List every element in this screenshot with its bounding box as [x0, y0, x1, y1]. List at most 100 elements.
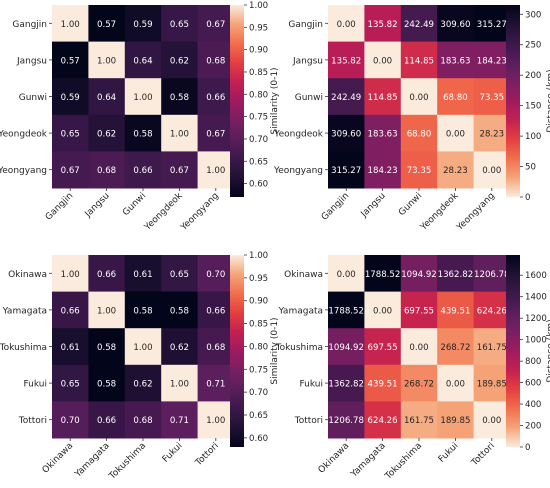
cell-value-label: 0.65	[170, 20, 189, 30]
heatmap-cell	[52, 5, 89, 43]
heatmap-cell	[52, 114, 89, 152]
heatmap-cell	[52, 78, 89, 116]
heatmap-cell	[88, 78, 126, 116]
cell-value-label: 28.23	[479, 130, 504, 140]
japan-similarity-heatmap: 1.00 0.66 0.61 0.65 0.70 0.66 1.00 0.58 0.58 0.66…	[0, 251, 280, 482]
cell-value-label: 1.00	[61, 270, 80, 280]
cell-value-label: 1.00	[97, 306, 116, 316]
cell-value-label: 242.49	[404, 20, 434, 30]
colorbar-tick-label: 0.80	[249, 342, 268, 352]
colorbar-tick-label: 0.70	[249, 135, 268, 145]
heatmap-cell	[197, 78, 235, 116]
cell-value-label: 0.62	[97, 130, 116, 140]
colorbar-tick-label: 0.60	[249, 434, 268, 444]
cell-value-label: 73.35	[407, 166, 432, 176]
y-tick-label: Jangsu	[16, 56, 47, 66]
y-tick-label: Yamagata	[278, 306, 323, 316]
heatmap-cell	[197, 151, 235, 189]
heatmap-cell	[124, 114, 162, 152]
cell-value-label: 0.62	[170, 56, 189, 66]
heatmap-cell	[197, 291, 235, 329]
y-tick-label: Yeongdeok	[273, 130, 324, 140]
colorbar-tick-label: 0.70	[249, 388, 268, 398]
cell-value-label: 1.00	[206, 166, 225, 176]
heatmap-cell	[473, 78, 511, 116]
cell-value-label: 0.00	[409, 93, 428, 103]
heatmap-cell	[124, 328, 162, 366]
heatmap-cell	[473, 151, 511, 189]
cell-value-label: 114.85	[404, 56, 434, 66]
cell-value-label: 0.62	[133, 380, 152, 390]
cell-value-label: 189.85	[477, 380, 507, 390]
cell-value-label: 268.72	[440, 343, 470, 353]
cell-value-label: 0.68	[206, 343, 225, 353]
cell-value-label: 309.60	[331, 130, 361, 140]
cell-value-label: 161.75	[404, 416, 434, 426]
y-tick-label: Tottori	[294, 416, 323, 426]
cell-value-label: 0.67	[61, 166, 80, 176]
cell-value-label: 1.00	[133, 343, 152, 353]
cell-value-label: 0.66	[206, 306, 225, 316]
y-tick-label: Yeongdeok	[0, 130, 48, 140]
cell-value-label: 184.23	[477, 56, 507, 66]
heatmap-cell	[328, 255, 365, 293]
colorbar-tick-label: 0.95	[249, 274, 268, 284]
heatmap-cell	[161, 255, 199, 293]
colorbar-tick-label: 1400	[525, 293, 547, 303]
cell-value-label: 1.00	[61, 20, 80, 30]
colorbar-tick-label: 0.80	[249, 90, 268, 100]
heatmap-cell	[364, 41, 402, 79]
x-tick-label: Tokushima	[383, 441, 424, 482]
heatmap-cell	[161, 78, 199, 116]
colorbar-tick-label: 200	[525, 71, 541, 81]
cell-value-label: 268.72	[404, 380, 434, 390]
heatmap-cell	[88, 41, 126, 79]
cell-value-label: 0.66	[206, 93, 225, 103]
colorbar-tick-label: 250	[525, 41, 541, 51]
cell-value-label: 1206.78	[328, 416, 364, 426]
cell-value-label: 0.68	[133, 416, 152, 426]
colorbar-label: Distance (km)	[546, 69, 550, 132]
cell-value-label: 0.70	[61, 416, 80, 426]
y-tick-label: Okinawa	[284, 270, 323, 280]
heatmap-cell	[197, 255, 235, 293]
cell-value-label: 0.59	[133, 20, 152, 30]
cell-value-label: 1.00	[97, 56, 116, 66]
cell-value-label: 1362.82	[438, 270, 474, 280]
cell-value-label: 0.00	[446, 380, 465, 390]
heatmap-cell	[364, 328, 402, 366]
colorbar	[230, 5, 244, 197]
heatmap-cell	[437, 78, 475, 116]
heatmap-cell	[437, 328, 475, 366]
cell-value-label: 0.62	[170, 343, 189, 353]
heatmap-cell	[124, 151, 162, 189]
x-tick-label: Yeongyang	[454, 191, 496, 233]
colorbar-label: Distance (km)	[546, 319, 550, 382]
cell-value-label: 1788.52	[328, 306, 364, 316]
colorbar-tick-label: 0.75	[249, 113, 268, 123]
heatmap-cell	[400, 5, 438, 43]
cell-value-label: 315.27	[477, 20, 507, 30]
colorbar-tick-label: 0.85	[249, 320, 268, 330]
cell-value-label: 439.51	[368, 380, 398, 390]
cell-value-label: 183.63	[440, 56, 470, 66]
heatmap-cell	[52, 41, 89, 79]
cell-value-label: 0.66	[61, 306, 80, 316]
heatmap-cell	[364, 151, 402, 189]
heatmap-cell	[400, 364, 438, 402]
heatmap-cell	[88, 5, 126, 43]
cell-value-label: 0.00	[482, 166, 501, 176]
heatmap-cell	[328, 291, 365, 329]
heatmap-cell	[473, 364, 511, 402]
colorbar	[506, 5, 520, 197]
colorbar-tick-label: 0.60	[249, 180, 268, 190]
colorbar	[506, 255, 520, 447]
colorbar-tick-label: 200	[525, 422, 541, 432]
cell-value-label: 0.68	[97, 166, 116, 176]
y-tick-label: Jangsu	[292, 56, 323, 66]
colorbar-tick-label: 0.75	[249, 365, 268, 375]
heatmap-cell	[328, 151, 365, 189]
cell-value-label: 0.68	[206, 56, 225, 66]
cell-value-label: 0.00	[482, 416, 501, 426]
